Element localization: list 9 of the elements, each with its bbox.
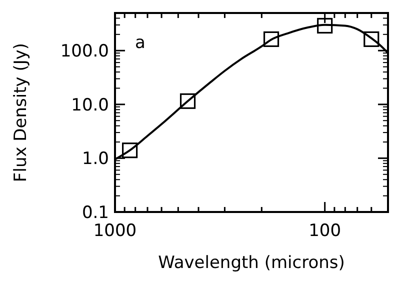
x-tick-label: 100 (308, 221, 342, 241)
x-tick-label: 1000 (93, 221, 137, 241)
y-tick-label: 0.1 (82, 203, 109, 223)
y-tick-label: 1.0 (82, 149, 109, 170)
y-axis-title: Flux Density (Jy) (11, 42, 31, 182)
y-tick-label: 100.0 (60, 42, 109, 62)
annotation: a (135, 33, 146, 53)
x-axis-title: Wavelength (microns) (158, 253, 345, 273)
y-tick-label: 10.0 (71, 95, 109, 116)
